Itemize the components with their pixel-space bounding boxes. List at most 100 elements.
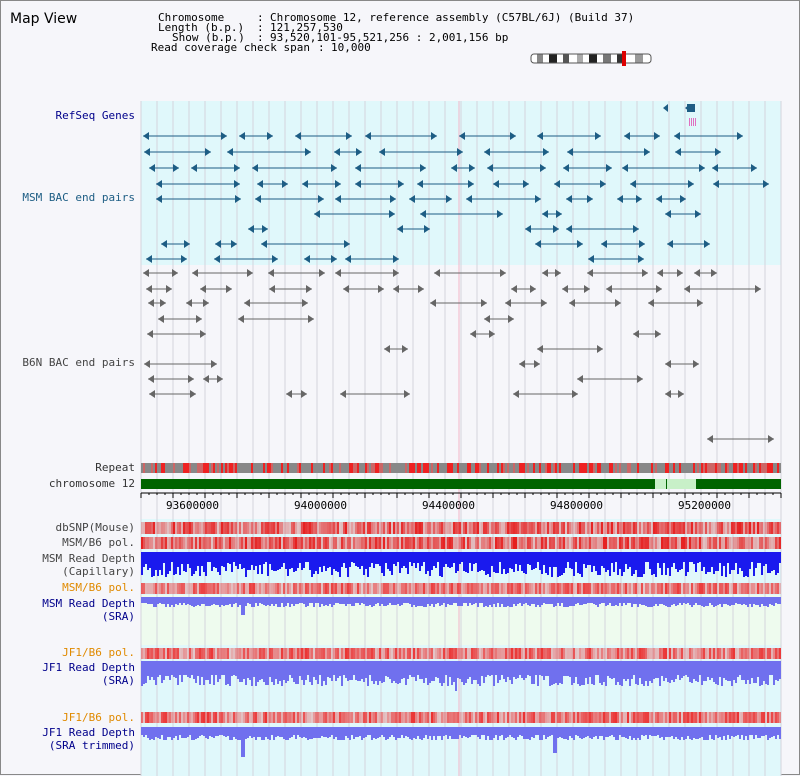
msm-b6-pol-cell (487, 537, 489, 549)
chromosome-bar (141, 479, 781, 489)
track-label-chromosome[interactable]: chromosome 12 (48, 477, 135, 490)
jf1-sra-depth-bar (773, 661, 775, 685)
msm-b6-pol-cell (165, 537, 167, 549)
track-label-refseq-genes[interactable]: RefSeq Genes (55, 109, 135, 122)
dbsnp-density-cell (515, 522, 517, 534)
msm-b6-pol-cell (357, 583, 359, 594)
msm-b6-pol-cell (479, 537, 481, 549)
msm-capillary-depth-bar (699, 552, 701, 562)
msm-capillary-depth-bar (455, 552, 457, 573)
msm-sra-depth-bar (313, 597, 315, 607)
jf1-b6-pol-cell (343, 648, 345, 659)
jf1-b6-pol-cell (557, 648, 559, 659)
track-label-dbsnp[interactable]: dbSNP(Mouse) (55, 521, 135, 534)
msm-capillary-depth-bar (707, 552, 709, 572)
jf1-b6-pol-cell (569, 648, 571, 659)
jf1-b6-pol-cell (467, 648, 469, 659)
track-label-msm-depth-sra-1[interactable]: MSM Read Depth (42, 597, 135, 610)
msm-sra-depth-bar (549, 597, 551, 604)
track-label-jf1-depth-trim-1[interactable]: JF1 Read Depth (42, 726, 135, 739)
jf1-b6-pol-cell (583, 648, 585, 659)
jf1-b6-pol-cell (371, 648, 373, 659)
track-label-jf1-depth-sra-1[interactable]: JF1 Read Depth (42, 661, 135, 674)
jf1-sra-trimmed-depth-bar (677, 727, 679, 739)
msm-b6-pol-cell (643, 537, 645, 549)
track-label-msm-b6-pol-2[interactable]: MSM/B6 pol. (62, 581, 135, 594)
msm-bac-pair-right-end (695, 210, 701, 218)
jf1-b6-pol-cell (505, 648, 507, 659)
dbsnp-density-cell (355, 522, 357, 534)
jf1-sra-trimmed-depth-bar (405, 727, 407, 736)
dbsnp-density-cell (221, 522, 223, 534)
jf1-sra-depth-bar (245, 661, 247, 685)
repeat-element (375, 463, 377, 473)
msm-capillary-depth-bar (755, 552, 757, 568)
jf1-sra-depth-bar (277, 661, 279, 684)
repeat-element (351, 463, 353, 473)
repeat-element (389, 463, 391, 473)
jf1-sra-trimmed-depth-bar (321, 727, 323, 736)
msm-capillary-depth-bar (147, 552, 149, 570)
track-label-msm-depth-cap-1[interactable]: MSM Read Depth (42, 552, 135, 565)
dbsnp-density-cell (431, 522, 433, 534)
msm-capillary-depth-bar (447, 552, 449, 567)
dbsnp-density-cell (615, 522, 617, 534)
jf1-sra-depth-bar (579, 661, 581, 686)
track-label-jf1-b6-pol-2[interactable]: JF1/B6 pol. (62, 711, 135, 724)
msm-b6-pol-cell (631, 537, 633, 549)
msm-b6-pol-cell (597, 583, 599, 594)
dbsnp-density-cell (693, 522, 695, 534)
msm-b6-pol-cell (381, 583, 383, 594)
msm-b6-pol-cell (273, 583, 275, 594)
msm-sra-depth-bar (373, 597, 375, 606)
jf1-b6-pol-cell (397, 712, 399, 723)
msm-capillary-depth-bar (513, 552, 515, 572)
track-label-jf1-b6-pol-1[interactable]: JF1/B6 pol. (62, 646, 135, 659)
msm-capillary-depth-bar (169, 552, 171, 571)
jf1-b6-pol-cell (547, 648, 549, 659)
jf1-sra-trimmed-depth-bar (563, 727, 565, 739)
msm-capillary-depth-bar (253, 552, 255, 570)
jf1-sra-trimmed-depth-bar (325, 727, 327, 737)
msm-b6-pol-cell (681, 537, 683, 549)
jf1-sra-trimmed-depth-bar (667, 727, 669, 737)
msm-b6-pol-cell (509, 537, 511, 549)
track-label-msm-b6-pol-1[interactable]: MSM/B6 pol. (62, 536, 135, 549)
track-label-msm-bac[interactable]: MSM BAC end pairs (22, 191, 135, 204)
b6n-bac-pair-right-end (190, 390, 196, 398)
jf1-sra-depth-bar (477, 661, 479, 684)
dbsnp-density-cell (465, 522, 467, 534)
jf1-sra-depth-bar (503, 661, 505, 679)
msm-sra-depth-bar (653, 597, 655, 606)
msm-sra-depth-bar (573, 597, 575, 606)
jf1-sra-trimmed-depth-bar (433, 727, 435, 736)
dbsnp-density-cell (585, 522, 587, 534)
msm-b6-pol-cell (413, 583, 415, 594)
msm-capillary-depth-bar (687, 552, 689, 572)
msm-bac-pair-right-end (737, 132, 743, 140)
msm-b6-pol-cell (535, 537, 537, 549)
jf1-b6-pol-cell (263, 648, 265, 659)
jf1-sra-trimmed-depth-bar (573, 727, 575, 740)
track-label-b6n-bac[interactable]: B6N BAC end pairs (22, 356, 135, 369)
jf1-b6-pol-cell (243, 712, 245, 723)
msm-sra-depth-bar (487, 597, 489, 607)
b6n-bac-pair-right-end (200, 330, 206, 338)
msm-b6-pol-cell (227, 583, 229, 594)
jf1-sra-trimmed-depth-bar (331, 727, 333, 735)
jf1-b6-pol-cell (287, 648, 289, 659)
jf1-b6-pol-cell (367, 712, 369, 723)
dbsnp-density-cell (187, 522, 189, 534)
msm-b6-pol-cell (215, 583, 217, 594)
msm-b6-pol-cell (229, 583, 231, 594)
jf1-b6-pol-cell (257, 712, 259, 723)
msm-sra-depth-bar (583, 597, 585, 604)
jf1-sra-trimmed-depth-bar (311, 727, 313, 739)
track-label-repeat[interactable]: Repeat (95, 461, 135, 474)
msm-capillary-depth-bar (351, 552, 353, 562)
msm-b6-pol-cell (207, 537, 209, 549)
msm-bac-pair-right-end (457, 148, 463, 156)
jf1-b6-pol-cell (265, 648, 267, 659)
msm-capillary-depth-bar (607, 552, 609, 570)
msm-b6-pol-cell (289, 583, 291, 594)
